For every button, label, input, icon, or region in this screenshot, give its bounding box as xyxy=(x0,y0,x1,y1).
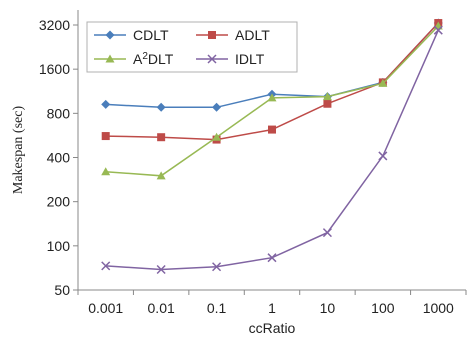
data-point-cdlt xyxy=(156,102,166,112)
x-tick-label: 100 xyxy=(371,300,395,316)
data-point-cdlt xyxy=(101,99,111,109)
y-tick-label: 800 xyxy=(47,105,71,121)
data-point-idlt xyxy=(378,151,388,161)
x-tick-label: 0.01 xyxy=(148,300,175,316)
x-axis-title: ccRatio xyxy=(249,320,296,336)
x-tick-label: 0.1 xyxy=(207,300,227,316)
data-point-a2dlt xyxy=(156,171,166,180)
data-point-a2dlt xyxy=(378,78,388,87)
data-point-cdlt xyxy=(212,102,222,112)
data-point-idlt xyxy=(101,261,111,271)
data-point-idlt xyxy=(156,264,166,275)
data-point-adlt xyxy=(323,99,332,108)
y-tick-label: 1600 xyxy=(39,61,70,77)
legend-cross-marker xyxy=(207,54,217,64)
legend: CDLT ADLT A2DLT IDLT xyxy=(86,21,298,73)
x-tick-label: 1000 xyxy=(423,300,454,316)
series-layer xyxy=(101,18,443,275)
data-point-a2dlt xyxy=(322,92,332,101)
x-tick-label: 0.001 xyxy=(88,300,123,316)
x-tick-label: 10 xyxy=(320,300,336,316)
legend-label-adlt: ADLT xyxy=(235,27,270,43)
legend-label-a2dlt-rest: DLT xyxy=(148,51,174,67)
data-point-a2dlt xyxy=(267,93,277,102)
data-point-adlt xyxy=(157,133,166,142)
legend-item-adlt: ADLT xyxy=(196,27,270,43)
legend-diamond-marker xyxy=(105,30,115,40)
data-point-idlt xyxy=(433,25,443,35)
y-tick-label: 50 xyxy=(54,282,70,298)
plot-frame xyxy=(77,10,466,291)
legend-box xyxy=(86,21,298,73)
x-ticks: 0.001 0.01 0.1 1 10 100 1000 xyxy=(77,290,467,316)
legend-label-a2dlt: A2DLT xyxy=(133,51,174,67)
series-idlt xyxy=(101,25,443,275)
legend-label-a2dlt-main: A xyxy=(133,51,143,67)
legend-item-a2dlt: A2DLT xyxy=(94,51,174,67)
y-tick-label: 200 xyxy=(47,194,71,210)
data-point-a2dlt xyxy=(101,167,111,176)
y-ticks: 50 100 200 400 800 1600 3200 xyxy=(39,17,78,298)
legend-square-marker xyxy=(208,31,216,39)
legend-label-cdlt: CDLT xyxy=(133,27,169,43)
data-point-idlt xyxy=(212,262,222,272)
y-tick-label: 100 xyxy=(47,238,71,254)
y-axis-title: Makespan (sec) xyxy=(11,106,26,195)
legend-label-a2dlt-sup: 2 xyxy=(142,51,148,62)
legend-item-cdlt: CDLT xyxy=(94,27,169,43)
legend-item-idlt: IDLT xyxy=(196,51,265,67)
data-point-idlt xyxy=(267,253,277,263)
x-tick-label: 1 xyxy=(268,300,276,316)
data-point-adlt xyxy=(268,125,276,134)
data-point-adlt xyxy=(101,132,110,141)
legend-triangle-marker xyxy=(105,54,115,63)
data-point-idlt xyxy=(322,228,332,238)
data-point-a2dlt xyxy=(212,132,222,141)
y-tick-label: 3200 xyxy=(39,17,70,33)
y-tick-label: 400 xyxy=(47,150,71,166)
legend-label-idlt: IDLT xyxy=(235,51,265,67)
